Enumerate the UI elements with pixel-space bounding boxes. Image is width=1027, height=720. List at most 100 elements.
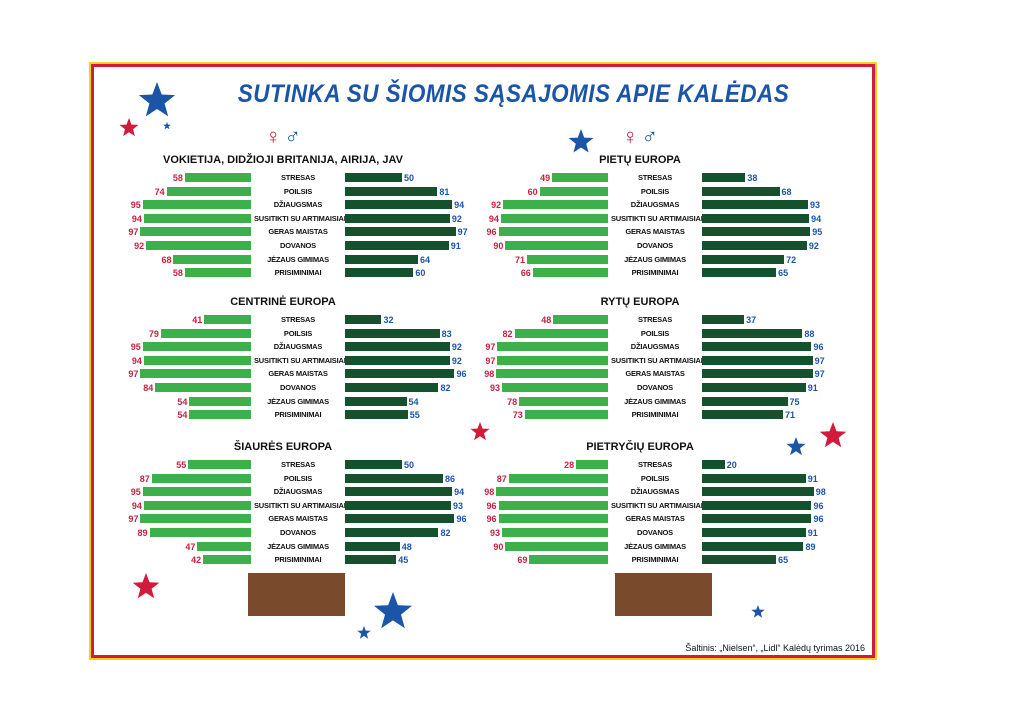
bar-row: 48 STRESAS 37 xyxy=(480,315,800,325)
bar-row: 74 POILSIS 81 xyxy=(123,186,449,197)
female-bar xyxy=(576,460,608,469)
female-value-label: 74 xyxy=(154,186,165,197)
female-value-label: 92 xyxy=(134,241,145,251)
female-bar xyxy=(501,528,608,537)
male-value-label: 98 xyxy=(815,487,826,498)
male-value-label: 75 xyxy=(789,396,800,407)
female-bar xyxy=(149,528,251,537)
bar-row: 97 SUSITIKTI SU ARTIMAISIAIS 97 xyxy=(480,355,825,366)
category-label: DOVANOS xyxy=(637,241,673,250)
bar-row: 87 POILSIS 86 xyxy=(123,473,455,484)
female-bar xyxy=(166,186,251,196)
female-value-label: 87 xyxy=(496,473,507,484)
bar-row: 73 PRISIMINIMAI 71 xyxy=(480,410,800,420)
male-symbol-icon: ♂ xyxy=(284,124,302,149)
category-label: DŽIAUGSMAS xyxy=(630,487,680,497)
female-symbol-icon: ♀ xyxy=(622,124,639,149)
bar-row: 79 POILSIS 83 xyxy=(123,328,452,339)
female-bar xyxy=(197,541,251,551)
male-bar xyxy=(345,173,402,182)
female-value-label: 98 xyxy=(484,369,495,380)
chart-panel: ♀ ♂ VOKIETIJA, DIDŽIOJI BRITANIJA, AIRIJA,… xyxy=(123,126,467,286)
category-label: PRISIMINIMAI xyxy=(274,410,322,420)
male-value-label: 37 xyxy=(746,315,757,325)
category-label: GERAS MAISTAS xyxy=(625,369,685,379)
male-bar xyxy=(345,369,455,379)
category-label: DOVANOS xyxy=(280,383,316,392)
male-bar xyxy=(345,342,450,352)
female-value-label: 79 xyxy=(148,328,159,339)
female-value-label: 66 xyxy=(520,268,531,279)
category-label: STRESAS xyxy=(637,315,673,324)
category-label: STRESAS xyxy=(280,460,316,469)
female-value-label: 55 xyxy=(176,460,187,470)
male-value-label: 65 xyxy=(778,555,789,566)
male-bar xyxy=(702,369,813,379)
male-value-label: 48 xyxy=(401,541,412,552)
male-value-label: 72 xyxy=(786,254,797,265)
female-bar xyxy=(508,473,608,483)
male-bar xyxy=(702,254,785,264)
male-value-label: 32 xyxy=(383,315,394,325)
category-label: PRISIMINIMAI xyxy=(631,410,679,420)
female-bar xyxy=(498,500,608,510)
category-label: DŽIAUGSMAS xyxy=(630,200,680,210)
category-label: STRESAS xyxy=(637,460,673,469)
source-note: Šaltinis: „Nielsen“, „Lidl“ Kalėdų tyrim… xyxy=(685,643,865,653)
male-bar xyxy=(702,315,745,324)
female-bar xyxy=(140,514,251,524)
female-bar xyxy=(160,328,251,338)
female-value-label: 54 xyxy=(177,410,188,421)
male-bar xyxy=(345,186,438,196)
female-value-label: 69 xyxy=(517,555,528,566)
male-bar xyxy=(702,460,725,469)
male-value-label: 94 xyxy=(811,213,822,224)
bar-row: 96 SUSITIKTI SU ARTIMAISIAIS 96 xyxy=(480,500,823,511)
male-bar xyxy=(345,528,439,537)
tree-trunk xyxy=(615,573,712,616)
male-bar xyxy=(345,328,440,338)
chart-panel: PIETRYČIŲ EUROPA 28 STRESAS 20 87 POILSIS 91 98… xyxy=(480,439,825,599)
bar-row: 98 GERAS MAISTAS 97 xyxy=(480,369,825,379)
female-value-label: 95 xyxy=(130,342,141,353)
panel-title: PIETŲ EUROPA xyxy=(599,154,681,166)
male-bar xyxy=(702,268,777,278)
male-value-label: 95 xyxy=(812,227,823,238)
female-value-label: 97 xyxy=(128,369,139,380)
male-bar xyxy=(345,487,453,497)
female-value-label: 93 xyxy=(489,383,500,393)
female-bar xyxy=(497,355,608,365)
male-value-label: 92 xyxy=(808,241,819,251)
female-bar xyxy=(184,268,251,278)
category-label: JĖZAUS GIMIMAS xyxy=(624,396,686,406)
female-value-label: 95 xyxy=(130,487,141,498)
male-value-label: 82 xyxy=(440,528,451,538)
gender-symbols: ♀ ♂ xyxy=(123,126,443,148)
male-bar xyxy=(702,410,783,420)
female-bar xyxy=(184,173,251,182)
male-value-label: 96 xyxy=(456,369,467,380)
female-bar xyxy=(189,410,251,420)
female-value-label: 58 xyxy=(172,173,183,183)
male-bar xyxy=(345,541,400,551)
bar-row: 58 PRISIMINIMAI 60 xyxy=(123,268,443,278)
male-value-label: 92 xyxy=(451,342,462,353)
male-bar xyxy=(345,555,397,565)
bar-row: 94 SUSITIKTI SU ARTIMAISIAIS 92 xyxy=(123,355,462,366)
bar-row: 68 JĖZAUS GIMIMAS 64 xyxy=(123,254,443,265)
female-bar xyxy=(514,328,608,338)
tree-trunk xyxy=(248,573,345,616)
female-bar xyxy=(140,369,251,379)
category-label: STRESAS xyxy=(280,315,316,324)
bar-row: 94 SUSITIKTI SU ARTIMAISIAIS 93 xyxy=(123,500,463,511)
bar-row: 96 GERAS MAISTAS 96 xyxy=(480,514,823,524)
female-bar xyxy=(529,555,608,565)
male-value-label: 50 xyxy=(404,173,415,183)
male-bar xyxy=(702,342,812,352)
female-value-label: 89 xyxy=(137,528,148,538)
bar-row: 92 DŽIAUGSMAS 93 xyxy=(480,200,820,210)
female-bar xyxy=(188,460,251,469)
female-value-label: 42 xyxy=(191,555,202,566)
category-label: PRISIMINIMAI xyxy=(274,555,322,565)
female-bar xyxy=(203,555,251,565)
